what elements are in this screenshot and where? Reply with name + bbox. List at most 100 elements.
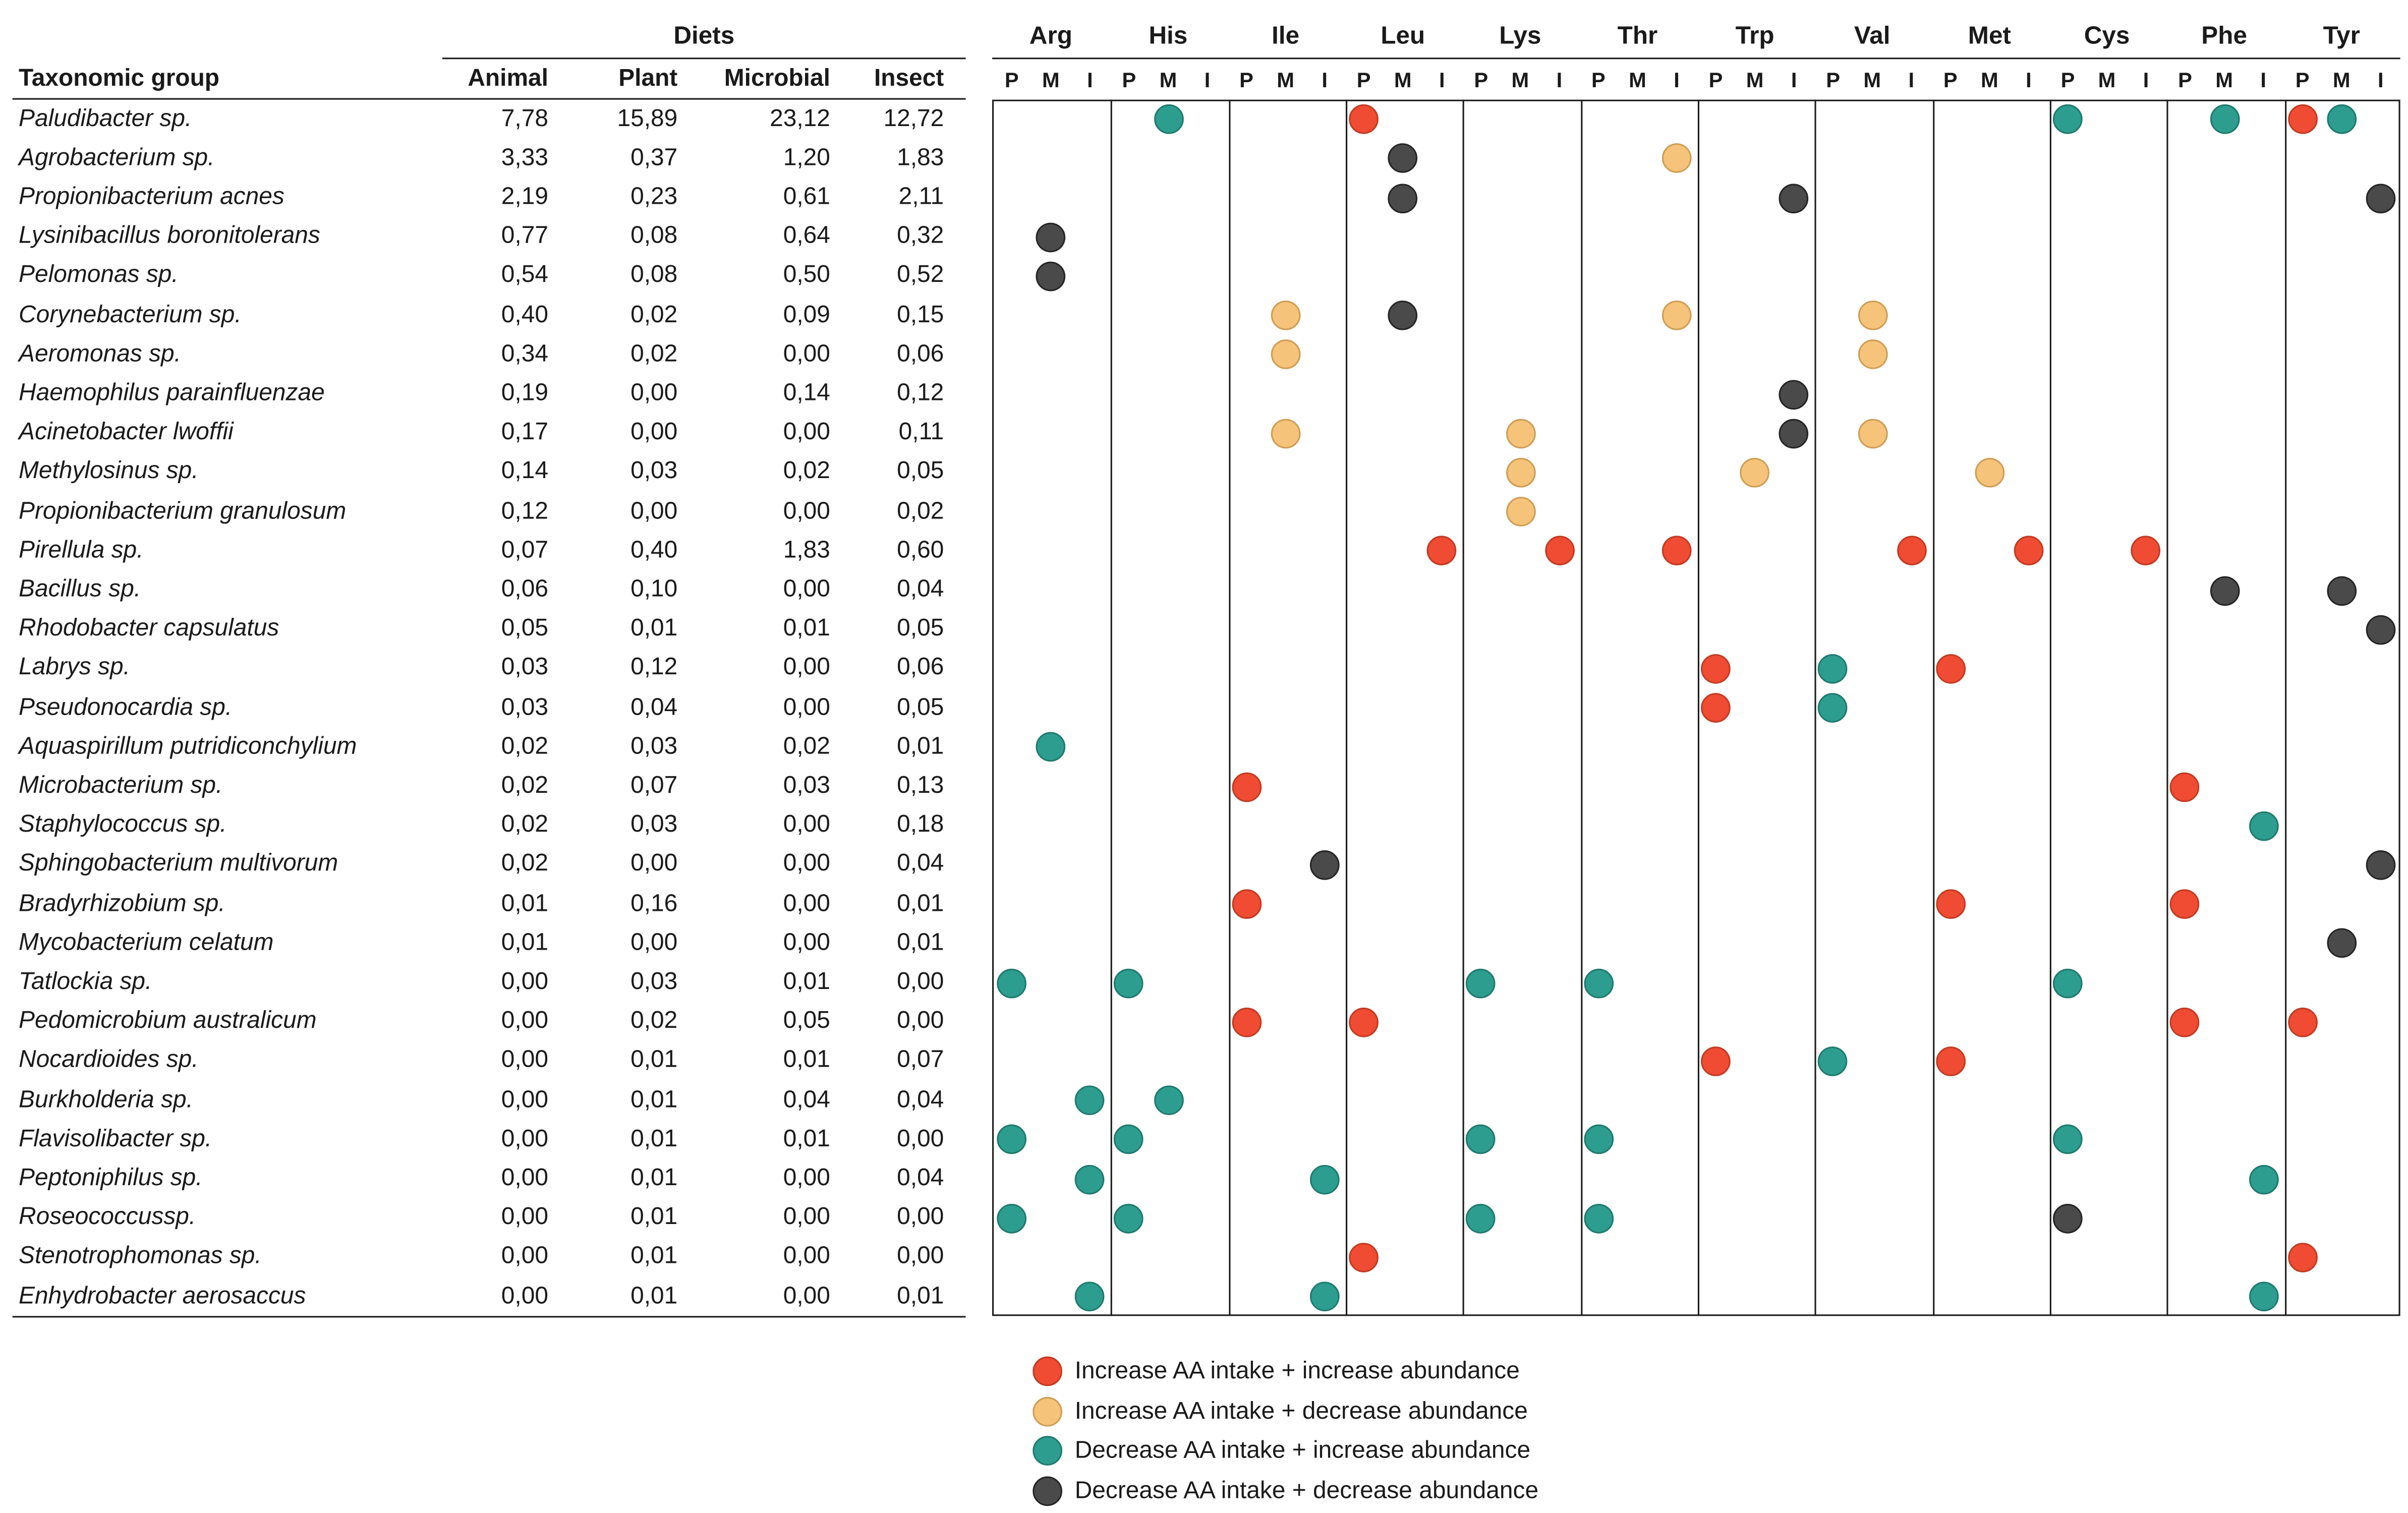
abundance-value: 0,03 <box>501 693 548 721</box>
abundance-value: 0,07 <box>897 1047 944 1074</box>
abundance-value: 0,60 <box>897 537 944 564</box>
abundance-value: 0,01 <box>630 615 678 642</box>
abundance-value: 0,00 <box>630 497 678 525</box>
legend-label: Increase AA intake + decrease abundance <box>1074 1398 1528 1424</box>
group-divider <box>2167 99 2169 1316</box>
table-row: Methylosinus sp. 0,14 0,03 0,02 0,05 <box>13 453 966 492</box>
abundance-value: 12,72 <box>883 105 944 132</box>
diet-subcolumn-label: I <box>1908 68 1915 92</box>
taxon-name: Agrobacterium sp. <box>19 144 215 171</box>
diet-subcolumn-label: P <box>1239 68 1253 92</box>
abundance-value: 0,23 <box>630 184 678 210</box>
abundance-value: 0,00 <box>501 1086 548 1113</box>
diet-subcolumn-label: M <box>1159 68 1177 92</box>
abundance-value: 0,08 <box>630 223 678 250</box>
abundance-value: 0,05 <box>897 693 944 721</box>
diet-subcolumn-label: P <box>1356 68 1371 92</box>
diet-subcolumn-label: I <box>1322 68 1328 92</box>
abundance-value: 0,02 <box>501 811 548 838</box>
taxon-name: Aquaspirillum putridiconchylium <box>19 733 357 760</box>
abundance-value: 0,16 <box>630 890 678 917</box>
abundance-value: 0,32 <box>897 223 944 250</box>
abundance-value: 0,05 <box>501 615 548 642</box>
aa-group-label: Lys <box>1499 23 1541 50</box>
abundance-value: 0,06 <box>897 655 944 681</box>
diets-underline <box>442 57 966 60</box>
abundance-value: 15,89 <box>617 105 678 132</box>
table-row: Microbacterium sp. 0,02 0,07 0,03 0,13 <box>13 767 966 806</box>
taxon-name: Enhydrobacter aerosaccus <box>19 1283 306 1309</box>
group-divider <box>1463 99 1465 1316</box>
taxon-name: Propionibacterium acnes <box>19 184 284 210</box>
aa-group-label: Ile <box>1272 23 1300 50</box>
diet-subcolumn-label: P <box>1943 68 1958 92</box>
table-row: Enhydrobacter aerosaccus 0,00 0,01 0,00 0,01 <box>13 1277 966 1316</box>
abundance-value: 0,00 <box>630 929 678 956</box>
abundance-value: 0,03 <box>630 733 678 760</box>
taxon-name: Corynebacterium sp. <box>19 301 242 328</box>
abundance-value: 0,04 <box>783 1086 830 1113</box>
abundance-value: 0,06 <box>501 576 548 603</box>
taxon-name: Pirellula sp. <box>19 537 144 564</box>
aa-group-label: Met <box>1968 23 2011 50</box>
legend-dot <box>1033 1396 1063 1426</box>
diet-subcolumn-label: I <box>1439 68 1445 92</box>
abundance-value: 0,01 <box>897 1283 944 1309</box>
abundance-value: 0,01 <box>630 1047 678 1074</box>
abundance-value: 0,07 <box>501 537 548 564</box>
abundance-value: 0,12 <box>501 497 548 525</box>
abundance-value: 0,08 <box>630 262 678 289</box>
abundance-value: 0,00 <box>501 968 548 996</box>
legend-label: Increase AA intake + increase abundance <box>1074 1358 1520 1385</box>
taxon-name: Paludibacter sp. <box>19 105 192 132</box>
diet-subcolumn-label: M <box>1746 68 1764 92</box>
abundance-value: 0,00 <box>783 1204 830 1231</box>
abundance-value: 0,00 <box>783 576 830 603</box>
taxon-name: Nocardioides sp. <box>19 1047 199 1074</box>
legend-dot <box>1033 1475 1063 1505</box>
legend-item: Decrease AA intake + increase abundance <box>1033 1436 1538 1466</box>
table-row: Corynebacterium sp. 0,40 0,02 0,09 0,15 <box>13 296 966 335</box>
taxon-name: Peptoniphilus sp. <box>19 1165 203 1192</box>
abundance-value: 0,01 <box>897 929 944 956</box>
abundance-value: 0,05 <box>783 1008 830 1035</box>
taxon-name: Microbacterium sp. <box>19 772 223 799</box>
column-header: Microbial <box>724 65 830 92</box>
diet-subcolumn-label: P <box>1004 68 1019 92</box>
abundance-value: 0,54 <box>501 262 548 289</box>
group-divider <box>1815 99 1817 1316</box>
group-divider <box>1346 99 1348 1316</box>
table-row: Paludibacter sp. 7,78 15,89 23,12 12,72 <box>13 100 966 139</box>
table-row: Pirellula sp. 0,07 0,40 1,83 0,60 <box>13 532 966 571</box>
abundance-value: 0,02 <box>501 851 548 878</box>
aa-group-label: Thr <box>1617 23 1658 50</box>
abundance-value: 0,09 <box>783 301 830 328</box>
column-header: Taxonomic group <box>19 65 220 92</box>
taxon-name: Roseococcussp. <box>19 1204 196 1231</box>
abundance-value: 1,83 <box>897 144 944 171</box>
diet-subcolumn-label: M <box>2215 68 2233 92</box>
group-divider <box>1111 99 1113 1316</box>
abundance-value: 0,52 <box>897 262 944 289</box>
taxon-name: Bradyrhizobium sp. <box>19 890 225 917</box>
abundance-value: 0,37 <box>630 144 678 171</box>
table-row: Flavisolibacter sp. 0,00 0,01 0,01 0,00 <box>13 1120 966 1159</box>
taxon-name: Staphylococcus sp. <box>19 811 227 838</box>
table-row: Tatlockia sp. 0,00 0,03 0,01 0,00 <box>13 963 966 1003</box>
diet-subcolumn-label: M <box>1980 68 1998 92</box>
taxon-name: Acinetobacter lwoffii <box>19 419 234 446</box>
table-row: Acinetobacter lwoffii 0,17 0,00 0,00 0,11 <box>13 414 966 453</box>
abundance-value: 0,00 <box>783 693 830 721</box>
abundance-value: 0,77 <box>501 223 548 250</box>
legend-label: Decrease AA intake + decrease abundance <box>1074 1477 1539 1504</box>
group-divider <box>1697 99 1700 1316</box>
abundance-value: 0,11 <box>898 419 944 446</box>
abundance-value: 0,01 <box>630 1243 678 1270</box>
table-row: Bacillus sp. 0,06 0,10 0,00 0,04 <box>13 570 966 610</box>
taxon-name: Pseudonocardia sp. <box>19 693 233 721</box>
abundance-value: 0,00 <box>501 1125 548 1152</box>
group-divider <box>2049 99 2051 1316</box>
taxon-name: Stenotrophomonas sp. <box>19 1243 262 1270</box>
abundance-value: 0,00 <box>897 1204 944 1231</box>
